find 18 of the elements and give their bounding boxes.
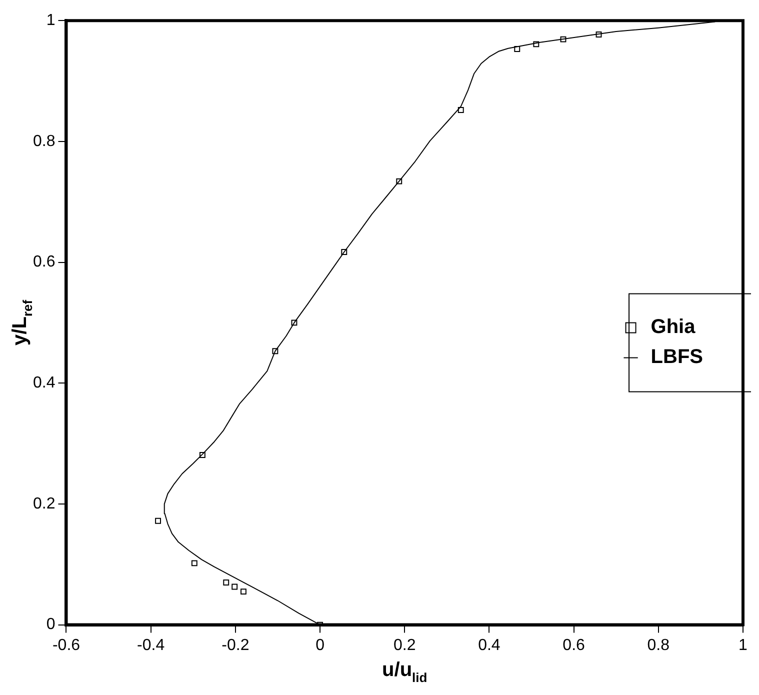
y-tick-label: 0.4 bbox=[32, 374, 56, 392]
y-tick-label: 1 bbox=[46, 12, 56, 30]
x-tick-label: 0.2 bbox=[393, 636, 416, 654]
legend-label: Ghia bbox=[650, 316, 696, 338]
y-tick-label: 0.8 bbox=[32, 132, 56, 150]
y-tick-label: 0.6 bbox=[32, 254, 56, 271]
x-tick-label: 0.8 bbox=[647, 636, 670, 654]
x-tick-label: 0.4 bbox=[478, 636, 500, 654]
x-tick-label: -0.4 bbox=[137, 636, 165, 654]
y-tick-label: 0 bbox=[46, 616, 56, 634]
x-tick-label: 0 bbox=[316, 636, 325, 654]
x-tick-label: -0.6 bbox=[52, 636, 80, 654]
x-tick-label: 0.6 bbox=[562, 636, 586, 654]
y-tick-label: 0.2 bbox=[32, 495, 56, 512]
y-axis-title: y/Lref bbox=[9, 299, 35, 346]
legend-label: LBFS bbox=[650, 346, 703, 368]
x-tick-label: 1 bbox=[738, 636, 748, 654]
x-tick-label: -0.2 bbox=[222, 636, 250, 654]
